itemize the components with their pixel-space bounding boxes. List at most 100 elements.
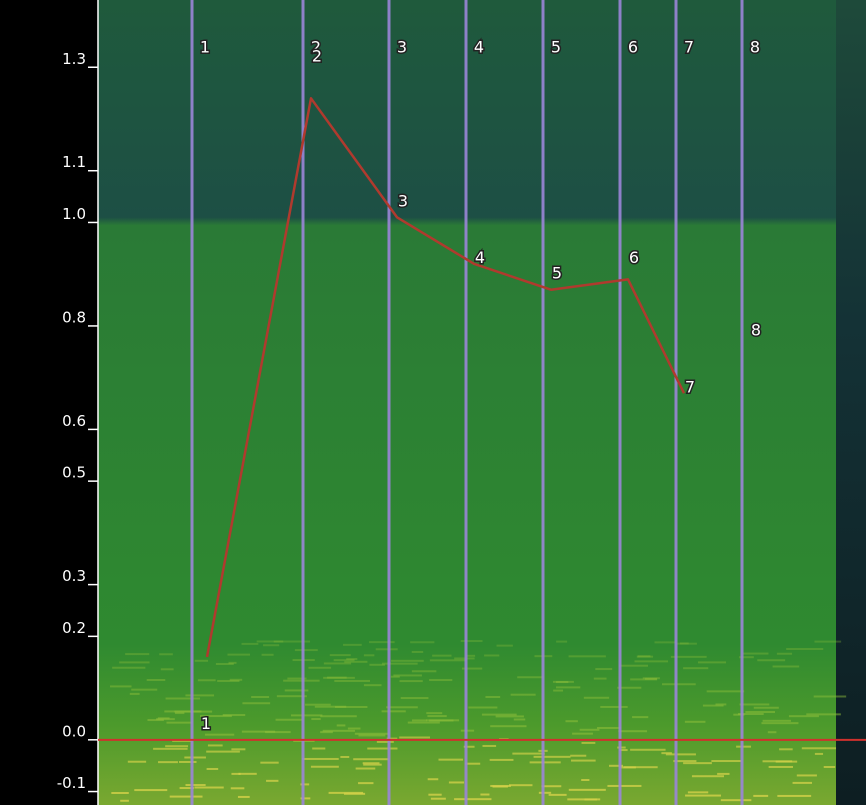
noise-stripe <box>411 670 437 673</box>
point-label: 4 <box>475 248 485 267</box>
noise-stripe <box>619 664 649 667</box>
noise-stripe <box>200 715 232 718</box>
noise-stripe <box>762 760 793 763</box>
noise-stripe <box>390 659 424 662</box>
noise-stripe <box>334 706 368 709</box>
noise-stripe <box>772 665 800 668</box>
noise-stripe <box>776 652 793 655</box>
noise-stripe <box>438 758 464 761</box>
point-label: 2 <box>312 46 322 65</box>
noise-stripe <box>222 714 246 717</box>
marker-label: 6 <box>628 38 638 57</box>
noise-stripe <box>120 799 129 802</box>
noise-stripe <box>683 667 709 670</box>
noise-stripe <box>461 667 483 670</box>
noise-stripe <box>691 775 725 778</box>
noise-stripe <box>753 706 779 709</box>
noise-stripe <box>300 783 310 786</box>
noise-stripe <box>533 755 571 758</box>
y-tick-label: 0.8 <box>62 308 86 326</box>
noise-stripe <box>607 784 642 787</box>
noise-stripe <box>736 745 751 748</box>
noise-stripe <box>376 740 394 743</box>
noise-stripe <box>305 703 331 706</box>
noise-stripe <box>513 718 526 721</box>
noise-stripe <box>381 710 406 713</box>
noise-stripe <box>429 659 467 662</box>
noise-stripe <box>390 675 400 678</box>
noise-stripe <box>568 655 606 658</box>
y-tick-label: -0.1 <box>57 774 86 792</box>
noise-stripe <box>206 750 240 753</box>
noise-stripe <box>665 753 696 756</box>
marker-label: 3 <box>397 38 407 57</box>
noise-stripe <box>495 715 524 718</box>
noise-stripe <box>242 702 271 705</box>
noise-stripe <box>367 747 398 750</box>
noise-stripe <box>355 767 376 770</box>
noise-stripe <box>685 794 721 797</box>
noise-stripe <box>814 752 824 755</box>
y-tick-label: 0.2 <box>62 619 86 637</box>
noise-stripe <box>231 748 246 751</box>
noise-stripe <box>300 797 311 800</box>
noise-stripe <box>340 755 350 758</box>
noise-stripe <box>683 762 712 765</box>
noise-stripe <box>369 641 395 644</box>
point-label: 3 <box>398 191 408 210</box>
noise-stripe <box>159 653 173 656</box>
noise-stripe <box>333 659 355 662</box>
side-panel <box>836 0 866 805</box>
noise-stripe <box>169 795 203 798</box>
noise-stripe <box>482 744 497 747</box>
noise-stripe <box>261 653 274 656</box>
noise-stripe <box>290 714 323 717</box>
noise-stripe <box>399 680 423 683</box>
noise-stripe <box>411 650 424 653</box>
noise-stripe <box>362 762 380 765</box>
noise-stripe <box>597 726 622 729</box>
noise-stripe <box>517 676 544 679</box>
marker-label: 1 <box>200 38 210 57</box>
noise-stripe <box>353 758 390 761</box>
noise-stripe <box>197 679 216 682</box>
noise-stripe <box>579 728 600 731</box>
noise-stripe <box>323 676 355 679</box>
noise-stripe <box>715 703 727 706</box>
noise-stripe <box>215 663 234 666</box>
noise-stripe <box>823 765 836 768</box>
noise-stripe <box>263 644 280 647</box>
noise-stripe <box>275 718 303 721</box>
y-tick-label: 0.0 <box>62 722 86 740</box>
noise-stripe <box>570 754 587 757</box>
noise-stripe <box>581 779 590 782</box>
noise-stripe <box>489 758 514 761</box>
noise-stripe <box>571 759 596 762</box>
noise-stripe <box>328 791 364 794</box>
noise-stripe <box>801 747 837 750</box>
noise-stripe <box>786 648 824 651</box>
y-tick-label: 1.3 <box>62 50 86 68</box>
noise-stripe <box>739 656 754 659</box>
noise-stripe <box>393 674 422 677</box>
noise-stripe <box>266 779 279 782</box>
marker-label: 8 <box>750 38 760 57</box>
noise-stripe <box>166 721 193 724</box>
noise-stripe <box>568 788 606 791</box>
noise-stripe <box>720 799 752 802</box>
noise-stripe <box>146 678 166 681</box>
noise-stripe <box>363 654 375 657</box>
noise-stripe <box>768 765 793 768</box>
noise-stripe <box>427 715 447 718</box>
noise-stripe <box>411 719 427 722</box>
noise-stripe <box>806 713 841 716</box>
noise-stripe <box>608 764 624 767</box>
noise-stripe <box>448 781 464 784</box>
noise-stripe <box>407 721 440 724</box>
noise-stripe <box>777 794 812 797</box>
noise-stripe <box>125 653 150 656</box>
noise-stripe <box>178 760 197 763</box>
noise-stripe <box>623 766 658 769</box>
noise-stripe <box>363 763 382 766</box>
noise-stripe <box>697 661 727 664</box>
